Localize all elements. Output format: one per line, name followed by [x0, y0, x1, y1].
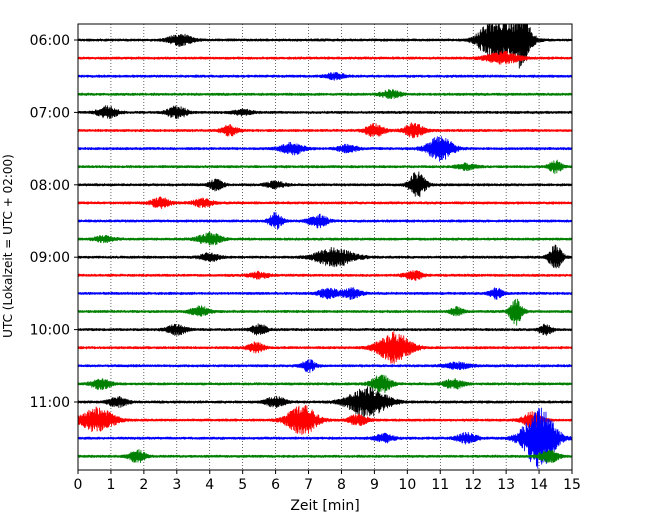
y-tick-label-4: 10:00	[30, 323, 70, 339]
trace-0615	[78, 50, 572, 65]
trace-0730	[78, 136, 572, 162]
trace-0645	[78, 89, 572, 99]
y-tick-label-0: 06:00	[30, 33, 70, 49]
trace-0600	[78, 24, 572, 69]
x-tick-label-6: 6	[271, 477, 280, 493]
trace-0845	[78, 231, 572, 246]
x-tick-label-8: 8	[337, 477, 346, 493]
trace-0630	[78, 72, 572, 81]
trace-1030	[78, 358, 572, 373]
y-tick-label-5: 11:00	[30, 395, 70, 411]
x-tick-label-10: 10	[398, 477, 416, 493]
trace-0930	[78, 287, 572, 300]
trace-1115	[78, 405, 572, 435]
x-axis-ticks: 0 1 2 3 4 5 6 7 8 9 10 11 12 13 14 15	[74, 470, 581, 493]
x-tick-label-0: 0	[74, 477, 83, 493]
y-tick-label-2: 08:00	[30, 178, 70, 194]
trace-1015	[78, 331, 572, 364]
x-axis-label: Zeit [min]	[290, 498, 359, 514]
trace-1000	[78, 323, 572, 336]
x-tick-label-7: 7	[304, 477, 313, 493]
trace-1045	[78, 374, 572, 394]
y-axis-label: UTC (Lokalzeit = UTC + 02:00)	[1, 154, 15, 338]
trace-0745	[78, 159, 572, 175]
x-tick-label-11: 11	[431, 477, 449, 493]
grid-lines	[110, 24, 540, 470]
x-tick-label-2: 2	[139, 477, 148, 493]
y-tick-label-3: 09:00	[30, 250, 70, 266]
traces	[78, 24, 572, 469]
trace-0700	[78, 105, 572, 120]
trace-0915	[78, 270, 572, 281]
trace-0900	[78, 244, 572, 269]
plot-background	[78, 24, 572, 470]
x-tick-label-13: 13	[497, 477, 515, 493]
y-tick-label-1: 07:00	[30, 105, 70, 121]
trace-1145	[78, 449, 572, 464]
x-tick-label-15: 15	[563, 477, 581, 493]
x-tick-label-14: 14	[530, 477, 548, 493]
x-tick-label-4: 4	[205, 477, 214, 493]
x-tick-label-3: 3	[172, 477, 181, 493]
plot-frame	[77, 23, 573, 471]
trace-1130	[78, 407, 572, 469]
y-axis-ticks: 06:00 07:00 08:00 09:00 10:00 11:00	[30, 33, 78, 411]
trace-0945	[78, 298, 572, 326]
trace-0800	[78, 171, 572, 198]
trace-0715	[78, 122, 572, 139]
trace-1100	[78, 386, 572, 418]
x-tick-label-1: 1	[106, 477, 115, 493]
trace-0815	[78, 196, 572, 210]
x-tick-label-5: 5	[238, 477, 247, 493]
x-tick-label-9: 9	[370, 477, 379, 493]
trace-0830	[78, 211, 572, 230]
x-tick-label-12: 12	[464, 477, 482, 493]
